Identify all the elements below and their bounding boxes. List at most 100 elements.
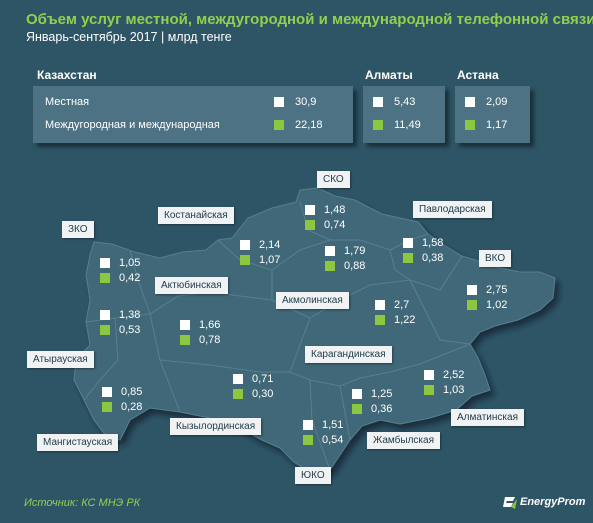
- zhambyl-longdistance-value: 0,36: [371, 403, 393, 415]
- zhambyl-local-value: 1,25: [371, 388, 393, 400]
- kostanay-local-value: 2,14: [259, 239, 281, 251]
- local-square-icon: [467, 285, 477, 295]
- region-label-akmola: Акмолинская: [276, 292, 349, 309]
- almatinskaya-longdistance-value: 1,03: [443, 384, 465, 396]
- longdistance-label: Междугородная и международная: [45, 119, 220, 131]
- local-label: Местная: [45, 96, 90, 108]
- region-stat-uko: 1,51 0,54: [303, 418, 363, 452]
- longdistance-square-icon: [100, 325, 110, 335]
- region-label-sko: СКО: [317, 171, 350, 188]
- longdistance-square-icon: [274, 120, 284, 130]
- region-label-kyzylorda: Кызылординская: [170, 418, 262, 435]
- kazakhstan-longdistance-value: 22,18: [295, 119, 323, 131]
- page-title: Объем услуг местной, междугородной и меж…: [26, 11, 593, 28]
- kyzylorda-longdistance-value: 0,30: [252, 388, 274, 400]
- almatinskaya-local-value: 2,52: [443, 369, 465, 381]
- almaty-longdistance-value: 11,49: [394, 119, 421, 131]
- akmola-longdistance-value: 0,88: [344, 260, 366, 272]
- mangistau-local-value: 0,85: [121, 386, 143, 398]
- region-stat-mangistau: 0,85 0,28: [102, 385, 162, 419]
- source-note: Источник: КС МНЭ РК: [24, 497, 141, 509]
- longdistance-square-icon: [424, 385, 434, 395]
- region-label-karaganda: Карагандинская: [305, 346, 392, 363]
- longdistance-square-icon: [467, 300, 477, 310]
- region-stat-zhambyl: 1,25 0,36: [352, 387, 412, 421]
- local-square-icon: [233, 374, 243, 384]
- aktobe-longdistance-value: 0,78: [199, 334, 221, 346]
- longdistance-square-icon: [100, 273, 110, 283]
- header-astana: Астана: [457, 68, 499, 82]
- uko-local-value: 1,51: [322, 419, 344, 431]
- karaganda-local-value: 2,7: [394, 299, 410, 311]
- astana-panel: 2,09 1,17: [455, 86, 530, 143]
- longdistance-square-icon: [325, 261, 335, 271]
- region-stat-aktobe: 1,66 0,78: [180, 318, 240, 352]
- akmola-local-value: 1,79: [344, 245, 366, 257]
- atyrau-local-value: 1,38: [119, 309, 141, 321]
- region-label-pavlodar: Павлодарская: [413, 201, 492, 218]
- logo-text: EnergyProm: [520, 496, 586, 508]
- aktobe-local-value: 1,66: [199, 319, 221, 331]
- region-stat-kyzylorda: 0,71 0,30: [233, 372, 293, 406]
- pavlodar-local-value: 1,58: [422, 237, 444, 249]
- vko-longdistance-value: 1,02: [486, 299, 508, 311]
- astana-longdistance-value: 1,17: [486, 119, 508, 131]
- astana-local-value: 2,09: [486, 96, 508, 108]
- longdistance-square-icon: [180, 335, 190, 345]
- longdistance-square-icon: [375, 315, 385, 325]
- local-square-icon: [373, 97, 383, 107]
- local-square-icon: [465, 97, 475, 107]
- longdistance-square-icon: [352, 404, 362, 414]
- almaty-local-value: 5,43: [394, 96, 416, 108]
- longdistance-square-icon: [303, 435, 313, 445]
- local-square-icon: [100, 310, 110, 320]
- mangistau-longdistance-value: 0,28: [121, 401, 143, 413]
- longdistance-square-icon: [233, 389, 243, 399]
- kyzylorda-local-value: 0,71: [252, 373, 274, 385]
- header-almaty: Алматы: [365, 68, 413, 82]
- longdistance-square-icon: [465, 120, 475, 130]
- header-kazakhstan: Казахстан: [37, 68, 97, 82]
- region-stat-vko: 2,75 1,02: [467, 283, 527, 317]
- region-label-uko: ЮКО: [295, 467, 331, 484]
- karaganda-longdistance-value: 1,22: [394, 314, 416, 326]
- local-square-icon: [274, 97, 284, 107]
- zko-local-value: 1,05: [119, 257, 141, 269]
- region-label-mangistau: Мангистауская: [37, 434, 119, 451]
- sko-longdistance-value: 0,74: [324, 219, 346, 231]
- local-square-icon: [240, 240, 250, 250]
- sko-local-value: 1,48: [324, 204, 346, 216]
- region-stat-kostanay: 2,14 1,07: [240, 238, 300, 272]
- longdistance-square-icon: [305, 220, 315, 230]
- kazakhstan-panel: Местная Междугородная и международная 30…: [33, 86, 353, 143]
- energyprom-logo-icon: [503, 497, 517, 509]
- pavlodar-longdistance-value: 0,38: [422, 252, 444, 264]
- longdistance-square-icon: [403, 253, 413, 263]
- local-square-icon: [325, 246, 335, 256]
- kostanay-longdistance-value: 1,07: [259, 254, 281, 266]
- longdistance-square-icon: [102, 402, 112, 412]
- uko-longdistance-value: 0,54: [322, 434, 344, 446]
- local-square-icon: [424, 370, 434, 380]
- local-square-icon: [352, 389, 362, 399]
- region-stat-almatinskaya: 2,52 1,03: [424, 368, 484, 402]
- local-square-icon: [102, 387, 112, 397]
- region-label-zko: ЗКО: [62, 221, 94, 238]
- region-stat-pavlodar: 1,58 0,38: [403, 236, 463, 270]
- longdistance-square-icon: [373, 120, 383, 130]
- region-label-vko: ВКО: [479, 250, 512, 267]
- longdistance-square-icon: [240, 255, 250, 265]
- region-label-kostanay: Костанайская: [158, 207, 234, 224]
- atyrau-longdistance-value: 0,53: [119, 324, 141, 336]
- zko-longdistance-value: 0,42: [119, 272, 141, 284]
- local-square-icon: [180, 320, 190, 330]
- local-square-icon: [303, 420, 313, 430]
- region-stat-atyrau: 1,38 0,53: [100, 308, 160, 342]
- region-stat-sko: 1,48 0,74: [305, 203, 365, 237]
- local-square-icon: [100, 258, 110, 268]
- local-square-icon: [403, 238, 413, 248]
- region-stat-akmola: 1,79 0,88: [325, 244, 385, 278]
- region-label-almatinskaya: Алматинская: [451, 409, 524, 426]
- page-subtitle: Январь-сентябрь 2017 | млрд тенге: [26, 30, 232, 44]
- region-stat-karaganda: 2,7 1,22: [375, 298, 435, 332]
